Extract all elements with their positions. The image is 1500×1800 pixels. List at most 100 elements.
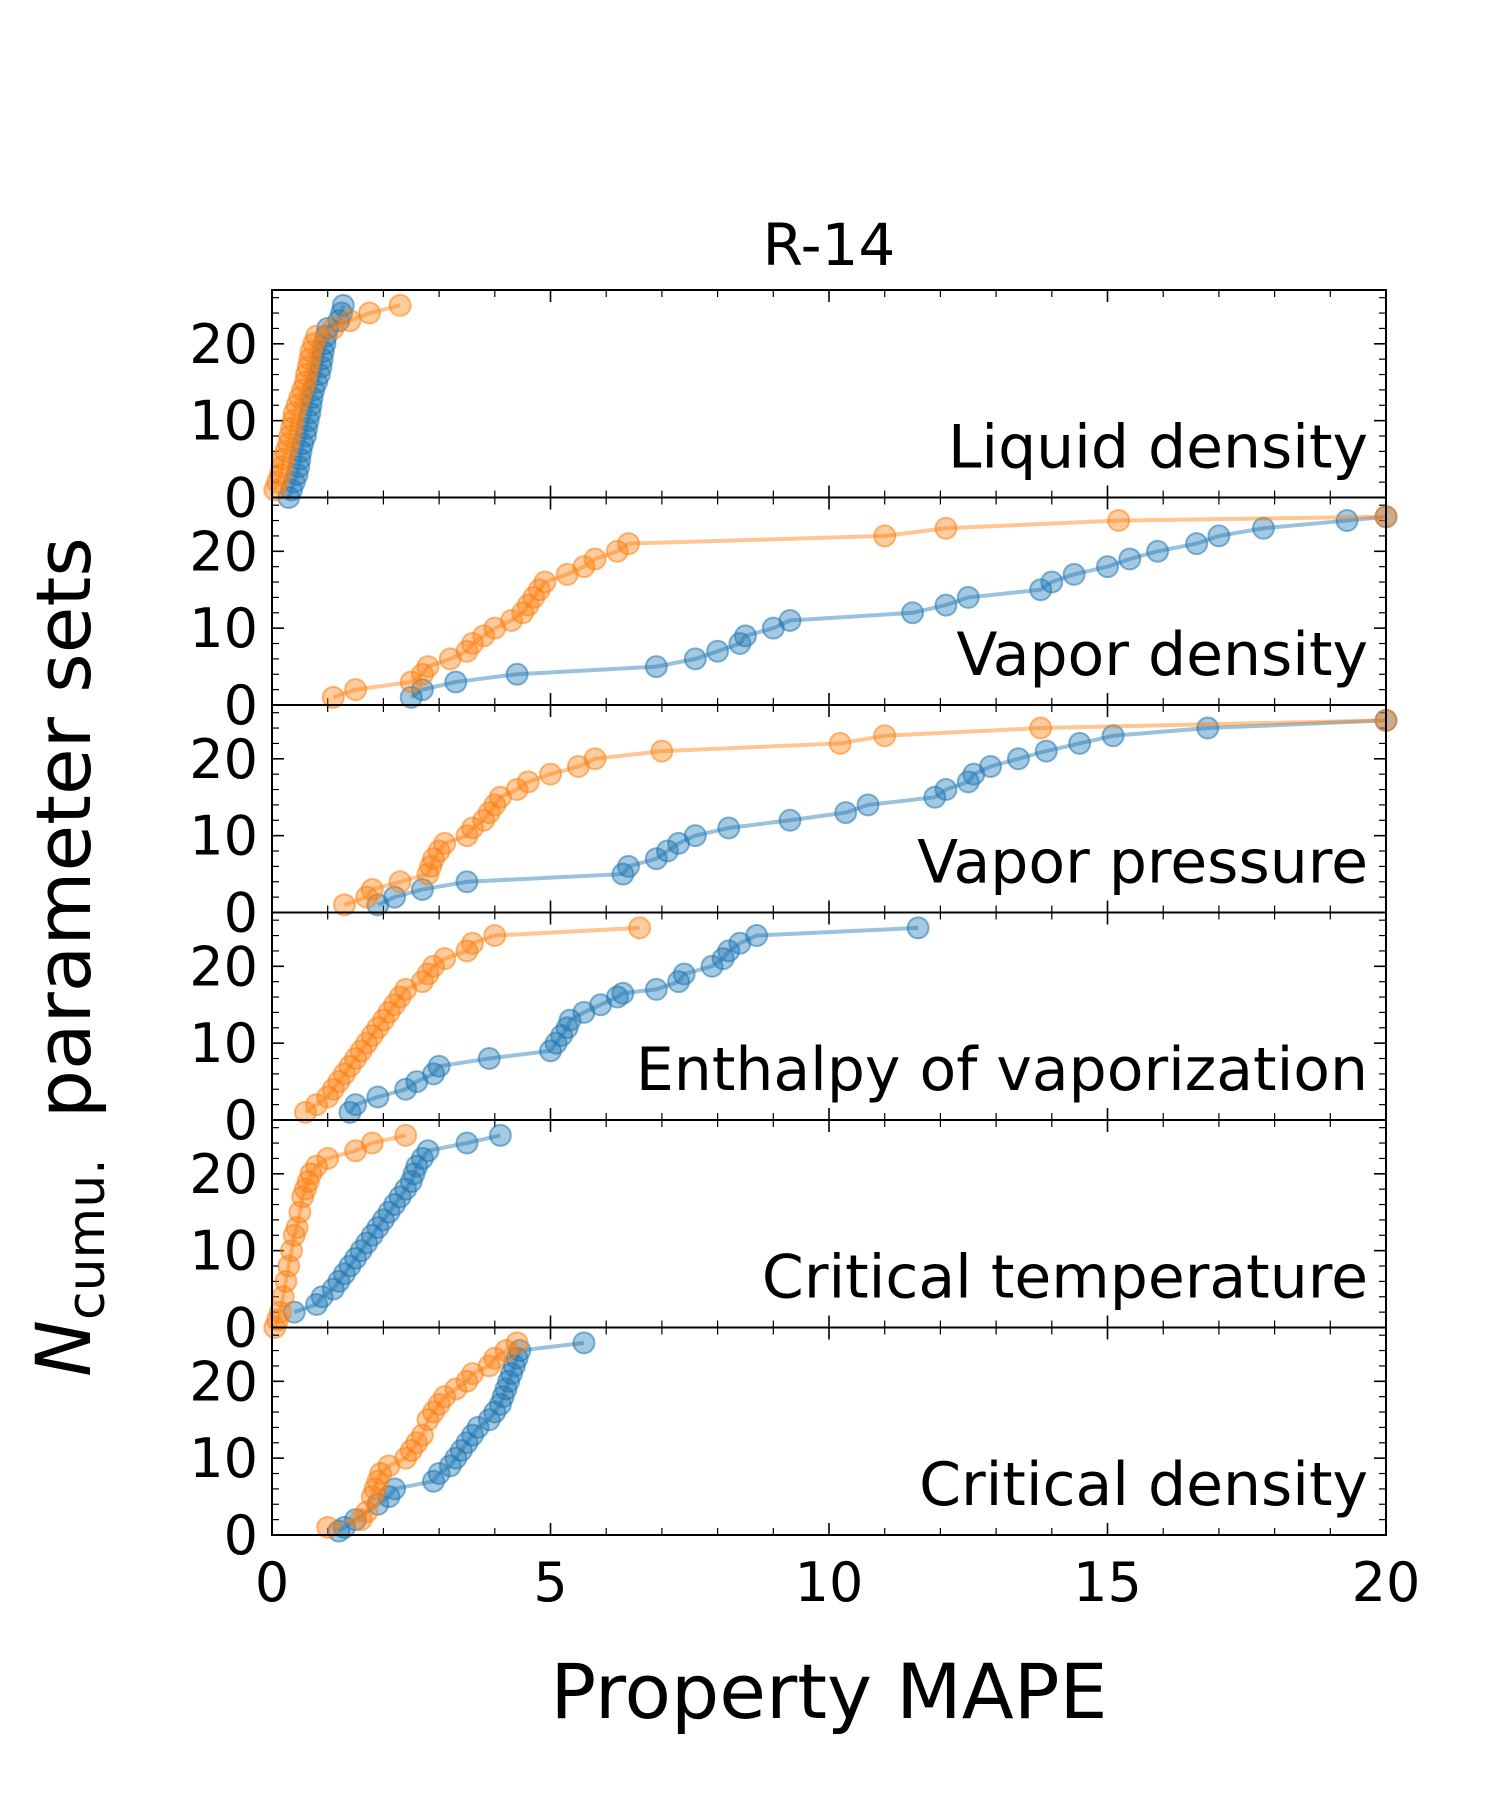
data-point-blue <box>477 1047 501 1071</box>
y-tick-label: 10 <box>189 1012 258 1075</box>
data-point-orange <box>316 1146 340 1170</box>
x-tick-label: 5 <box>533 1551 567 1614</box>
panel-label: Critical temperature <box>762 1243 1368 1313</box>
data-point-blue <box>901 601 925 625</box>
data-point-blue <box>572 1331 596 1355</box>
data-point-orange <box>1107 509 1131 533</box>
panel-6: 0 10 20 Critical density <box>189 1326 1387 1567</box>
panel-2: 0 10 20 Vapor density <box>189 496 1398 737</box>
data-point-orange <box>516 770 540 794</box>
data-point-orange <box>628 916 652 940</box>
data-point-orange <box>416 655 440 679</box>
data-point-orange <box>388 870 412 894</box>
data-point-blue <box>644 655 668 679</box>
data-point-blue <box>455 1131 479 1155</box>
data-point-orange <box>316 1515 340 1539</box>
panel-label: Vapor density <box>956 620 1368 690</box>
series-line-orange <box>343 718 1387 907</box>
y-tick-label: 20 <box>189 313 258 376</box>
series-line-blue <box>286 304 346 499</box>
series-line-blue <box>376 718 1387 907</box>
data-point-orange <box>388 293 412 317</box>
y-tick-label: 20 <box>189 1143 258 1206</box>
panel-frame <box>271 1326 1387 1536</box>
series-orange <box>332 708 1398 917</box>
chart-panels: 0 10 20 Liquid density 0 10 20 Vapor density 0 10… <box>189 289 1398 1567</box>
x-tick-label: 15 <box>1073 1551 1142 1614</box>
data-point-orange <box>616 532 640 556</box>
data-point-blue <box>683 824 707 848</box>
data-point-blue <box>934 593 958 617</box>
y-tick-label: 10 <box>189 1220 258 1283</box>
data-point-blue <box>416 1139 440 1163</box>
y-axis-label-text: parameter sets <box>19 537 108 1118</box>
data-point-blue <box>1118 547 1142 571</box>
data-point-blue <box>455 870 479 894</box>
x-tick-label: 0 <box>255 1551 289 1614</box>
series-blue <box>327 1331 596 1543</box>
y-tick-label: 0 <box>224 467 258 530</box>
data-point-blue <box>1146 539 1170 563</box>
data-point-blue <box>1062 562 1086 586</box>
y-axis-label-subscript: cumu. <box>57 1158 117 1320</box>
data-point-blue <box>706 639 730 663</box>
data-point-orange <box>357 301 381 325</box>
y-tick-label: 10 <box>189 1427 258 1490</box>
y-tick-label: 20 <box>189 1350 258 1413</box>
y-tick-label: 20 <box>189 520 258 583</box>
data-point-blue <box>1251 516 1275 540</box>
data-point-orange <box>332 893 356 917</box>
data-point-orange <box>650 739 674 763</box>
series-line-orange <box>272 303 401 491</box>
data-point-blue <box>683 647 707 671</box>
data-point-blue <box>344 1093 368 1117</box>
data-point-blue <box>834 801 858 825</box>
data-point-blue <box>1034 739 1058 763</box>
data-point-blue <box>558 1008 582 1032</box>
panel-label: Liquid density <box>948 413 1368 483</box>
data-point-orange <box>1029 716 1053 740</box>
panel-3: 0 10 20 Vapor pressure <box>189 704 1398 945</box>
data-point-orange <box>583 547 607 571</box>
series-line-orange <box>304 925 640 1114</box>
y-axis-label: Ncumu. parameter sets <box>19 537 117 1377</box>
data-point-blue <box>366 1085 390 1109</box>
series-orange <box>321 505 1398 709</box>
data-point-blue <box>1040 570 1064 594</box>
series-blue <box>399 505 1398 709</box>
data-point-blue <box>778 808 802 832</box>
panel-5: 0 10 20 Critical temperature <box>189 1119 1387 1360</box>
data-point-orange <box>539 762 562 786</box>
data-point-blue <box>1196 716 1220 740</box>
x-axis-label: Property MAPE <box>550 1647 1107 1736</box>
data-point-orange <box>433 831 457 855</box>
data-point-orange <box>344 678 368 702</box>
data-point-orange <box>321 685 345 709</box>
data-point-blue <box>672 962 696 986</box>
data-point-blue <box>444 670 468 694</box>
x-tick-label: 10 <box>795 1551 864 1614</box>
data-point-blue <box>611 981 635 1005</box>
data-point-orange <box>873 524 897 548</box>
series-orange <box>263 293 412 502</box>
data-point-blue <box>856 793 880 817</box>
data-point-orange <box>433 947 457 971</box>
data-point-orange <box>828 731 852 755</box>
y-tick-label: 20 <box>189 935 258 998</box>
y-tick-label: 0 <box>224 882 258 945</box>
series-orange <box>316 1331 529 1539</box>
panel-4: 0 10 20 Enthalpy of vaporization <box>189 911 1387 1152</box>
y-axis-label-symbol: N <box>19 1320 108 1377</box>
panel-label: Vapor pressure <box>917 828 1368 898</box>
panel-label: Critical density <box>919 1450 1368 1520</box>
data-point-blue <box>616 854 640 878</box>
y-tick-label: 0 <box>224 1089 258 1152</box>
data-point-blue <box>1335 509 1359 533</box>
series-orange <box>263 1123 418 1339</box>
data-point-blue <box>1207 524 1231 548</box>
data-point-orange <box>338 309 362 333</box>
data-point-blue <box>644 977 668 1001</box>
data-point-orange <box>461 931 485 955</box>
data-point-orange <box>934 516 958 540</box>
